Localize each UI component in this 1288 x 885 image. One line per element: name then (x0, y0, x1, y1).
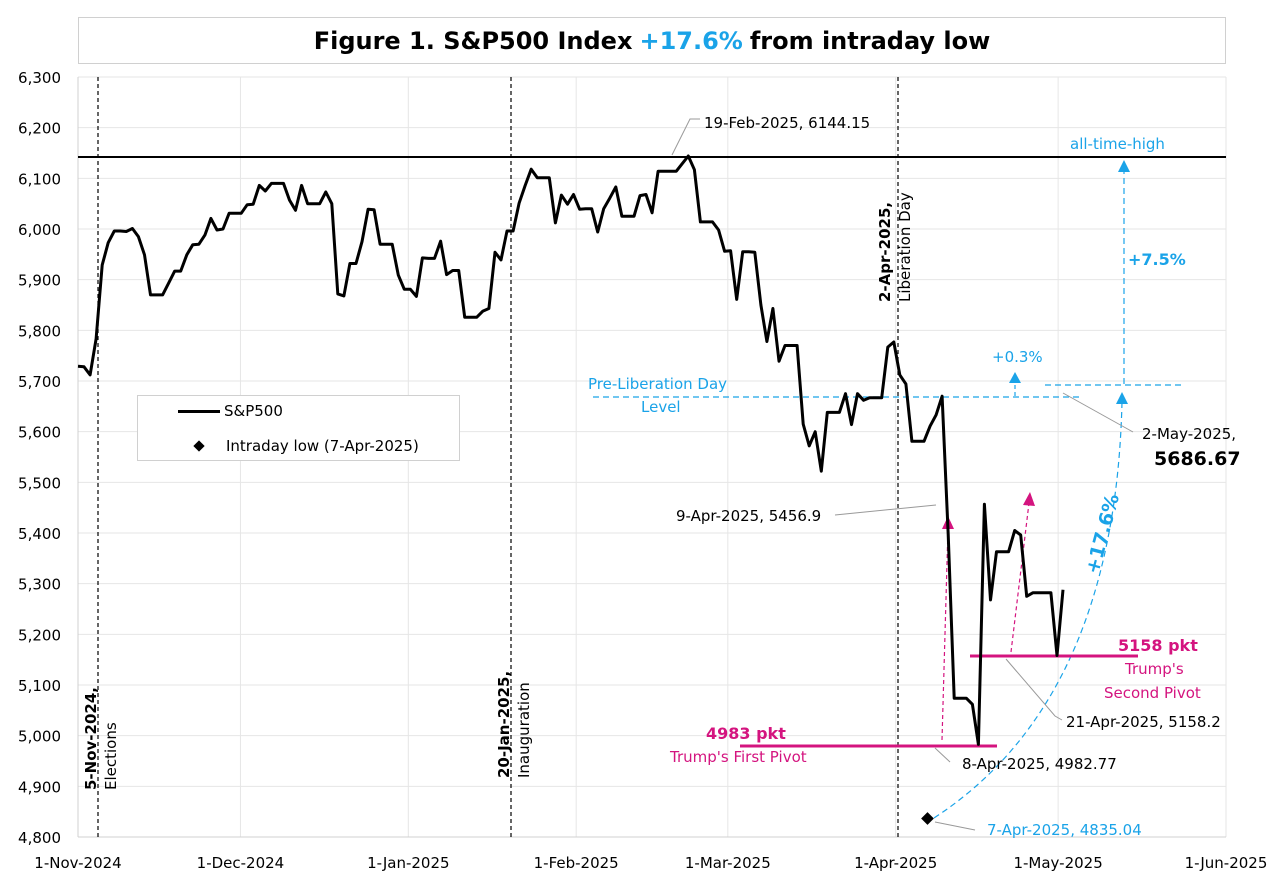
legend-label-sp500: S&P500 (224, 402, 283, 420)
event-label-liberation-day: 2-Apr-2025, Liberation Day (876, 192, 914, 302)
event-label-elections: 5-Nov-2024, Elections (82, 687, 120, 790)
event-label-elections-normal: Elections (102, 722, 120, 790)
y-tick-label: 5,400 (18, 525, 61, 543)
event-label-elections-bold: 5-Nov-2024, (82, 687, 100, 790)
y-tick-label: 6,100 (18, 170, 61, 188)
second-pivot-arrow-head (1023, 492, 1035, 506)
y-tick-label: 5,800 (18, 322, 61, 340)
callout-apr8: 8-Apr-2025, 4982.77 (962, 755, 1117, 773)
callout-apr7: 7-Apr-2025, 4835.04 (987, 821, 1142, 839)
plus-7-5-label: +7.5% (1128, 250, 1186, 269)
callout-apr9: 9-Apr-2025, 5456.9 (676, 507, 821, 525)
event-label-inauguration: 20-Jan-2025, Inauguration (495, 671, 533, 778)
plus-17-6-label: +17.6% (1082, 492, 1124, 577)
legend-diamond-icon (193, 440, 205, 452)
y-tick-label: 5,600 (18, 424, 61, 442)
x-tick-label: 1-Dec-2024 (197, 854, 285, 872)
second-pivot-label-2: Second Pivot (1104, 684, 1201, 702)
legend-item-intraday-low: Intraday low (7-Apr-2025) (138, 436, 419, 456)
arrow-17-6-head (1116, 392, 1128, 404)
y-tick-label: 5,700 (18, 373, 61, 391)
callout-apr21: 21-Apr-2025, 5158.2 (1066, 713, 1221, 731)
all-time-high-label: all-time-high (1070, 135, 1165, 153)
plus-0-3-label: +0.3% (992, 348, 1043, 366)
y-tick-label: 5,900 (18, 272, 61, 290)
event-label-liberation-normal: Liberation Day (896, 192, 914, 302)
y-tick-label: 5,300 (18, 576, 61, 594)
callout-may2-date: 2-May-2025, (1142, 425, 1236, 443)
event-label-liberation-bold: 2-Apr-2025, (876, 202, 894, 302)
callout-leader-feb19 (671, 118, 700, 156)
y-tick-label: 4,900 (18, 778, 61, 796)
callout-leader-apr7 (934, 821, 976, 831)
title-highlight: +17.6% (639, 26, 743, 55)
callout-leader-apr21 (1005, 658, 1063, 721)
sp500-series-line (77, 154, 1065, 746)
y-tick-label: 4,800 (18, 829, 61, 847)
x-tick-label: 1-Feb-2025 (534, 854, 619, 872)
callout-leader-may2 (1062, 392, 1134, 433)
callout-feb19: 19-Feb-2025, 6144.15 (704, 114, 870, 132)
first-pivot-label: Trump's First Pivot (669, 748, 807, 766)
second-pivot-value: 5158 pkt (1118, 636, 1198, 655)
x-tick-label: 1-Nov-2024 (34, 854, 121, 872)
legend-line-swatch (178, 409, 220, 413)
arrow-0-3-head (1009, 372, 1021, 383)
callout-may2-value: 5686.67 (1154, 448, 1241, 470)
pre-liberation-label-line2: Level (641, 398, 681, 416)
y-tick-label: 6,000 (18, 221, 61, 239)
callout-leader-apr8 (934, 747, 951, 763)
intraday-low-marker (921, 812, 934, 825)
legend-label-intraday-low: Intraday low (7-Apr-2025) (226, 437, 419, 455)
legend-item-sp500: S&P500 (138, 401, 283, 421)
second-pivot-label-1: Trump's (1124, 660, 1184, 678)
y-tick-label: 6,200 (18, 120, 61, 138)
x-tick-label: 1-May-2025 (1013, 854, 1102, 872)
event-label-inauguration-bold: 20-Jan-2025, (495, 671, 513, 778)
title-prefix: Figure 1. S&P500 Index (313, 26, 633, 55)
y-tick-label: 5,200 (18, 626, 61, 644)
first-pivot-value: 4983 pkt (706, 724, 786, 743)
x-tick-label: 1-Apr-2025 (854, 854, 937, 872)
legend: S&P500 Intraday low (7-Apr-2025) (137, 395, 460, 461)
chart-title: Figure 1. S&P500 Index +17.6% from intra… (78, 17, 1226, 64)
y-tick-label: 5,500 (18, 474, 61, 492)
x-tick-label: 1-Mar-2025 (685, 854, 771, 872)
y-axis-ticks: 4,800 4,900 5,000 5,100 5,200 5,300 5,400 5,500… (18, 69, 61, 847)
x-tick-label: 1-Jan-2025 (367, 854, 450, 872)
arrow-7-5-head (1118, 160, 1130, 172)
x-tick-label: 1-Jun-2025 (1185, 854, 1268, 872)
x-axis-ticks: 1-Nov-2024 1-Dec-2024 1-Jan-2025 1-Feb-2025… (34, 854, 1267, 872)
first-pivot-arrow-shaft (941, 527, 949, 741)
y-tick-label: 6,300 (18, 69, 61, 87)
title-suffix: from intraday low (749, 26, 991, 55)
y-tick-label: 5,100 (18, 677, 61, 695)
pre-liberation-label-line1: Pre-Liberation Day (588, 375, 727, 393)
y-tick-label: 5,000 (18, 728, 61, 746)
callout-leader-apr9 (834, 504, 937, 516)
event-label-inauguration-normal: Inauguration (515, 682, 533, 778)
